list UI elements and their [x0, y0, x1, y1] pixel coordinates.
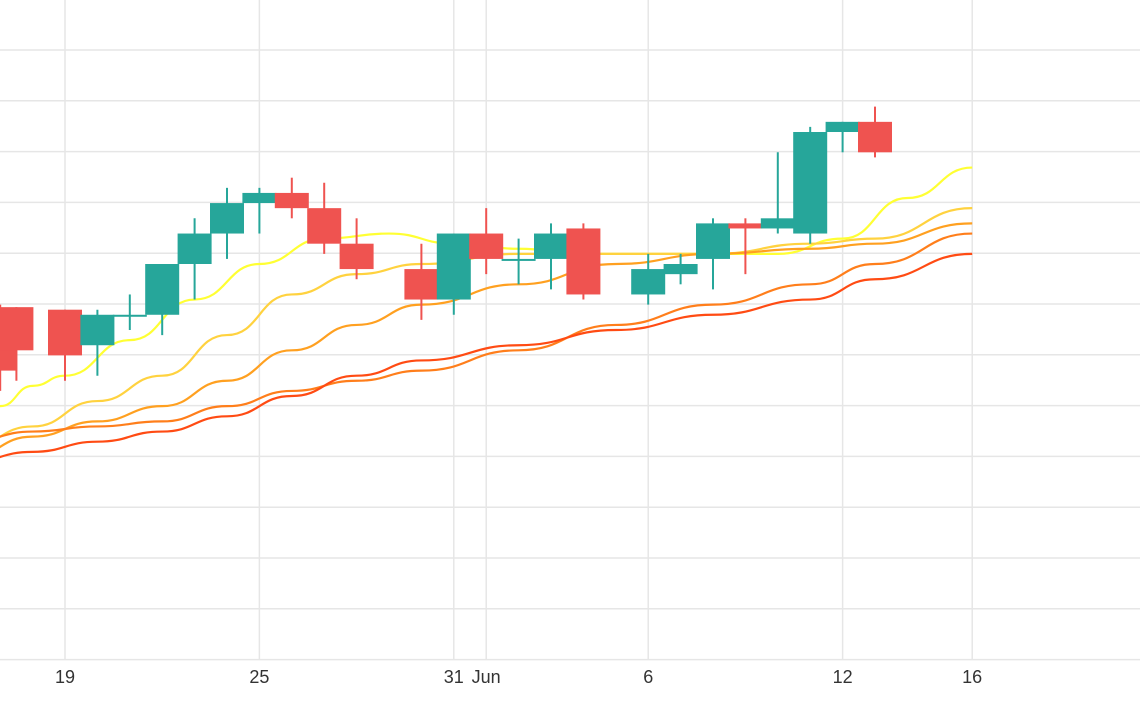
candle-body: [858, 121, 892, 153]
x-tick-label: 16: [962, 667, 982, 687]
candle-body: [501, 258, 536, 261]
candle-body: [242, 192, 277, 204]
candle-up[interactable]: [825, 121, 860, 153]
candle-body: [404, 269, 439, 300]
candle-up[interactable]: [501, 238, 536, 285]
candle-body: [469, 233, 504, 259]
candle-down[interactable]: [339, 218, 374, 280]
candle-body: [631, 269, 666, 295]
candle-up[interactable]: [534, 223, 568, 290]
x-tick-label: 19: [55, 667, 75, 687]
candle-up[interactable]: [436, 233, 471, 315]
grid-layer: [0, 0, 1140, 661]
candle-down[interactable]: [0, 307, 34, 381]
candle-up[interactable]: [696, 218, 730, 290]
candle-body: [566, 228, 601, 295]
moving-average-line-1: [0, 166, 973, 408]
candle-up[interactable]: [631, 253, 666, 305]
candle-body: [825, 121, 860, 132]
x-tick-label: 25: [249, 667, 269, 687]
moving-average-line-2: [0, 207, 973, 439]
moving-average-line-4: [0, 232, 973, 438]
candle-down[interactable]: [728, 218, 763, 275]
candle-down[interactable]: [307, 182, 342, 254]
x-tick-label: 31: [444, 667, 464, 687]
candle-down[interactable]: [566, 223, 601, 300]
candle-body: [728, 223, 763, 229]
candle-up[interactable]: [760, 152, 795, 234]
candle-body: [80, 314, 115, 346]
candle-up[interactable]: [242, 187, 277, 234]
x-tick-label: 6: [643, 667, 653, 687]
candle-body: [534, 233, 568, 259]
candle-layer: [0, 106, 892, 391]
candle-body: [663, 264, 698, 275]
candle-down[interactable]: [48, 309, 82, 381]
candle-up[interactable]: [793, 126, 828, 244]
candle-down[interactable]: [858, 106, 892, 158]
x-tick-label: 12: [833, 667, 853, 687]
x-axis: 19 25 31 Jun 6 12 16: [55, 667, 982, 687]
candle-up[interactable]: [177, 218, 212, 300]
candle-up[interactable]: [663, 253, 698, 285]
candle-body: [112, 314, 147, 317]
moving-average-layer: [0, 166, 973, 459]
candle-body: [0, 307, 34, 351]
candle-body: [436, 233, 471, 300]
candle-body: [339, 243, 374, 270]
candle-body: [274, 192, 309, 209]
candle-body: [48, 309, 82, 356]
candle-down[interactable]: [469, 208, 504, 275]
x-tick-label: Jun: [472, 667, 501, 687]
candle-up[interactable]: [145, 264, 180, 336]
candle-body: [696, 223, 730, 259]
candle-up[interactable]: [80, 309, 115, 376]
candle-down[interactable]: [404, 243, 439, 320]
candle-up[interactable]: [210, 187, 244, 259]
moving-average-line-5: [0, 252, 973, 459]
candle-body: [793, 132, 828, 234]
candle-down[interactable]: [274, 177, 309, 219]
candle-body: [145, 264, 180, 315]
candle-body: [760, 218, 795, 229]
candle-body: [177, 233, 212, 264]
candle-body: [307, 208, 342, 244]
moving-average-line-3: [0, 222, 973, 449]
candle-up[interactable]: [112, 294, 147, 330]
candle-body: [210, 203, 244, 234]
